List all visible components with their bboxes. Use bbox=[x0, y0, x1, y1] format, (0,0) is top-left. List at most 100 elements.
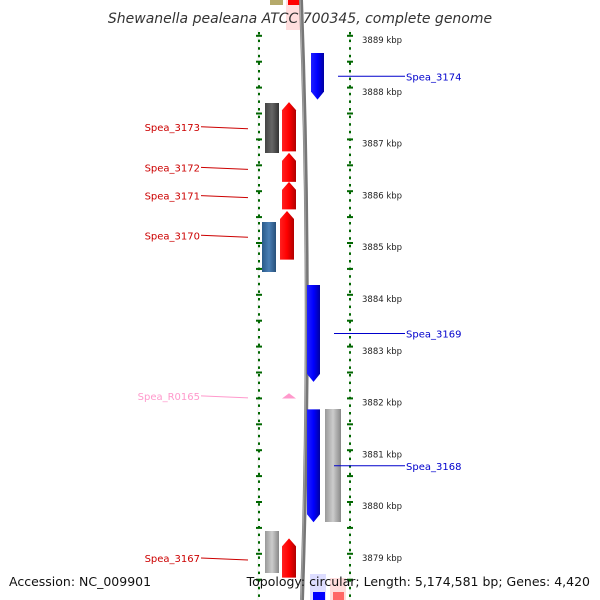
left-minor-tick bbox=[256, 164, 262, 167]
gene-spea-3169[interactable] bbox=[307, 285, 320, 382]
ortholog-block-3173 bbox=[265, 103, 279, 153]
scale-dot bbox=[349, 381, 351, 385]
gene-label[interactable]: Spea_R0165 bbox=[138, 392, 200, 403]
scale-dot bbox=[258, 252, 260, 255]
scale-dot bbox=[349, 465, 351, 468]
kbp-label: 3886 kbp bbox=[362, 191, 402, 201]
gene-label[interactable]: Spea_3172 bbox=[145, 163, 200, 174]
scale-dot bbox=[349, 77, 351, 81]
scale-dot bbox=[258, 488, 260, 491]
scale-dot bbox=[349, 450, 351, 453]
ortholog-block-3170 bbox=[262, 222, 276, 272]
scale-dot bbox=[258, 92, 260, 96]
scale-dot bbox=[258, 594, 260, 597]
scale-dot bbox=[258, 457, 260, 461]
scale-dot bbox=[258, 450, 260, 453]
scale-dot bbox=[349, 374, 351, 377]
scale-dot bbox=[349, 54, 351, 58]
scale-dot bbox=[349, 533, 351, 537]
gene-spea-3168[interactable] bbox=[307, 409, 320, 523]
adjacent-gene-red bbox=[288, 0, 300, 5]
gene-label[interactable]: Spea_3174 bbox=[406, 72, 461, 83]
scale-dot bbox=[258, 206, 260, 210]
scale-dot bbox=[349, 298, 351, 301]
scale-dot bbox=[258, 168, 260, 172]
scale-dot bbox=[258, 229, 260, 233]
gene-spea-3171[interactable] bbox=[282, 181, 296, 210]
scale-dot bbox=[258, 298, 260, 301]
scale-dot bbox=[258, 358, 260, 362]
scale-dot bbox=[258, 77, 260, 81]
left-minor-tick bbox=[256, 578, 262, 581]
scale-dot bbox=[349, 184, 351, 187]
kbp-label: 3879 kbp bbox=[362, 554, 402, 564]
scale-dot bbox=[349, 199, 351, 202]
right-minor-tick bbox=[347, 112, 353, 115]
scale-dot bbox=[349, 351, 351, 354]
right-minor-tick bbox=[347, 397, 353, 400]
gene-label[interactable]: Spea_3169 bbox=[406, 329, 461, 340]
scale-dot bbox=[258, 541, 260, 544]
scale-dot bbox=[349, 457, 351, 461]
scale-dot bbox=[258, 381, 260, 385]
right-minor-tick bbox=[347, 34, 353, 37]
left-minor-tick bbox=[256, 138, 262, 141]
right-minor-tick bbox=[347, 578, 353, 581]
scale-dot bbox=[258, 130, 260, 134]
right-minor-tick bbox=[347, 552, 353, 555]
adjacent-genes-bottom bbox=[310, 574, 346, 600]
left-minor-tick bbox=[256, 345, 262, 348]
scale-dot bbox=[258, 146, 260, 149]
scale-dot bbox=[349, 47, 351, 50]
gene-spea-3173[interactable] bbox=[282, 102, 296, 152]
gene-label[interactable]: Spea_3170 bbox=[145, 231, 200, 242]
right-minor-tick bbox=[347, 501, 353, 503]
scale-dot bbox=[349, 153, 351, 157]
gene-spea-3174[interactable] bbox=[311, 52, 324, 100]
scale-dot bbox=[258, 244, 260, 248]
scale-dot bbox=[349, 290, 351, 293]
right-minor-tick bbox=[347, 293, 353, 296]
gene-label[interactable]: Spea_3168 bbox=[406, 462, 461, 473]
scale-dot bbox=[258, 282, 260, 286]
scale-dot bbox=[349, 115, 351, 119]
left-minor-tick bbox=[256, 86, 262, 89]
scale-dot bbox=[258, 313, 260, 316]
right-minor-tick bbox=[347, 60, 353, 63]
scale-dot bbox=[258, 47, 260, 50]
scale-dot bbox=[258, 85, 260, 88]
kbp-label: 3888 kbp bbox=[362, 88, 402, 98]
gene-label[interactable]: Spea_3171 bbox=[145, 192, 200, 203]
adjacent-gene-red-bottom bbox=[333, 592, 344, 600]
scale-dot bbox=[258, 191, 260, 195]
scale-dot bbox=[258, 214, 260, 217]
gene-label[interactable]: Spea_3167 bbox=[145, 554, 200, 565]
scale-dot bbox=[258, 480, 260, 483]
right-minor-tick bbox=[347, 423, 353, 426]
scale-dot bbox=[349, 130, 351, 134]
gene-spea-3172[interactable] bbox=[282, 152, 296, 182]
scale-dot bbox=[258, 275, 260, 278]
scale-dot bbox=[349, 39, 351, 43]
gene-label-leader bbox=[200, 126, 249, 130]
scale-dot bbox=[349, 282, 351, 286]
gene-spea-3167[interactable] bbox=[282, 538, 296, 578]
right-minor-tick bbox=[347, 138, 353, 141]
genome-title: Shewanella pealeana ATCC 700345, complet… bbox=[108, 11, 492, 27]
scale-dot bbox=[349, 85, 351, 88]
gene-label-leader bbox=[200, 166, 249, 170]
right-minor-tick bbox=[347, 371, 353, 374]
scale-dot bbox=[349, 161, 351, 164]
gene-label[interactable]: Spea_3173 bbox=[145, 123, 200, 134]
gene-spea-3170[interactable] bbox=[280, 210, 294, 260]
kbp-scale: 3889 kbp 3888 kbp 3887 kbp 3886 kbp 3885 kbp… bbox=[362, 36, 402, 564]
left-minor-tick bbox=[256, 112, 262, 115]
gene-spea-r0165[interactable] bbox=[282, 393, 296, 399]
scale-dot bbox=[349, 32, 351, 35]
scale-dot bbox=[349, 108, 351, 111]
scale-dot bbox=[258, 556, 260, 559]
scale-dot bbox=[258, 153, 260, 157]
adjacent-gene-olive bbox=[270, 0, 283, 5]
scale-dot bbox=[258, 100, 260, 103]
scale-dot bbox=[349, 366, 351, 369]
